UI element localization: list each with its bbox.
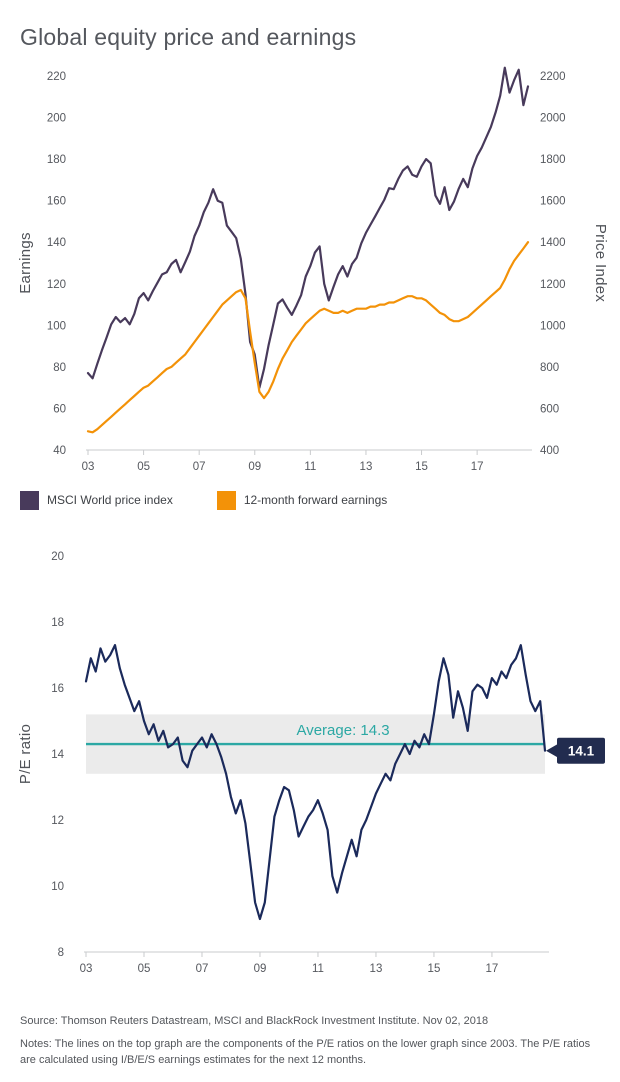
right-y-tick-label: 400 (540, 445, 559, 457)
x-tick-label: 17 (486, 963, 499, 975)
chart-legend: MSCI World price index 12-month forward … (20, 490, 620, 510)
left-y-tick-label: 160 (47, 196, 66, 208)
x-tick-label: 11 (312, 963, 324, 975)
right-y-tick-label: 600 (540, 403, 559, 415)
left-y-tick-label: 120 (47, 279, 66, 291)
right-y-tick-label: 1200 (540, 279, 566, 291)
right-y-tick-label: 1800 (540, 154, 566, 166)
right-axis-title: Price Index (592, 224, 609, 303)
legend-label-price-index: MSCI World price index (47, 493, 173, 507)
y-tick-label: 12 (51, 815, 64, 827)
left-axis-title: Earnings (17, 232, 34, 294)
x-tick-label: 07 (193, 461, 206, 473)
legend-item-price-index: MSCI World price index (20, 490, 173, 510)
x-tick-label: 05 (138, 963, 151, 975)
page-title: Global equity price and earnings (20, 24, 357, 50)
source-text: Source: Thomson Reuters Datastream, MSCI… (20, 1015, 489, 1027)
x-tick-label: 15 (415, 461, 428, 473)
callout-box (557, 737, 605, 764)
left-y-tick-label: 80 (53, 362, 66, 374)
right-y-tick-label: 1000 (540, 320, 566, 332)
y-axis-title: P/E ratio (17, 724, 34, 784)
right-y-tick-label: 1400 (540, 237, 566, 249)
right-y-tick-label: 800 (540, 362, 559, 374)
x-tick-label: 09 (248, 461, 261, 473)
right-y-tick-label: 2200 (540, 71, 566, 83)
price-earnings-chart: 03 05 07 09 11 13 15 17 220 200 180 160 140 120 100 80 6… (17, 66, 609, 473)
left-y-tick-label: 200 (47, 113, 66, 125)
callout-value: 14.1 (568, 744, 595, 759)
left-y-tick-label: 220 (47, 71, 66, 83)
x-tick-label: 03 (82, 461, 95, 473)
left-y-tick-label: 100 (47, 320, 66, 332)
left-y-tick-label: 60 (53, 403, 66, 415)
y-tick-label: 20 (51, 551, 64, 563)
x-tick-label: 09 (254, 963, 267, 975)
x-tick-label: 15 (428, 963, 441, 975)
y-tick-label: 8 (58, 947, 64, 959)
callout-pointer (546, 742, 560, 759)
left-y-tick-label: 180 (47, 154, 66, 166)
x-tick-label: 13 (370, 963, 383, 975)
pe-ratio-chart: 03 05 07 09 11 13 15 17 20 18 16 14 12 10 8 P/E ratio Av… (17, 551, 605, 975)
x-tick-label: 07 (196, 963, 209, 975)
y-tick-label: 10 (51, 881, 64, 893)
y-tick-label: 16 (51, 683, 64, 695)
x-tick-label: 11 (304, 461, 316, 473)
y-tick-label: 14 (51, 749, 64, 761)
x-tick-label: 05 (137, 461, 150, 473)
right-y-tick-label: 2000 (540, 113, 566, 125)
left-y-tick-label: 140 (47, 237, 66, 249)
x-tick-label: 03 (80, 963, 93, 975)
price-index-swatch (20, 490, 39, 510)
price-index-line (86, 66, 530, 389)
legend-label-forward-earnings: 12-month forward earnings (243, 493, 388, 507)
left-y-tick-label: 40 (53, 445, 66, 457)
average-label: Average: 14.3 (296, 722, 389, 739)
legend-item-forward-earnings: 12-month forward earnings (216, 490, 388, 510)
y-tick-label: 18 (51, 617, 64, 629)
x-tick-label: 13 (360, 461, 373, 473)
forward-earnings-line (86, 241, 530, 434)
pe-ratio-line (84, 643, 547, 921)
x-tick-label: 17 (471, 461, 484, 473)
notes-text: Notes: The lines on the top graph are th… (20, 1038, 591, 1067)
right-y-tick-label: 1600 (540, 196, 566, 208)
forward-earnings-swatch (216, 490, 236, 510)
